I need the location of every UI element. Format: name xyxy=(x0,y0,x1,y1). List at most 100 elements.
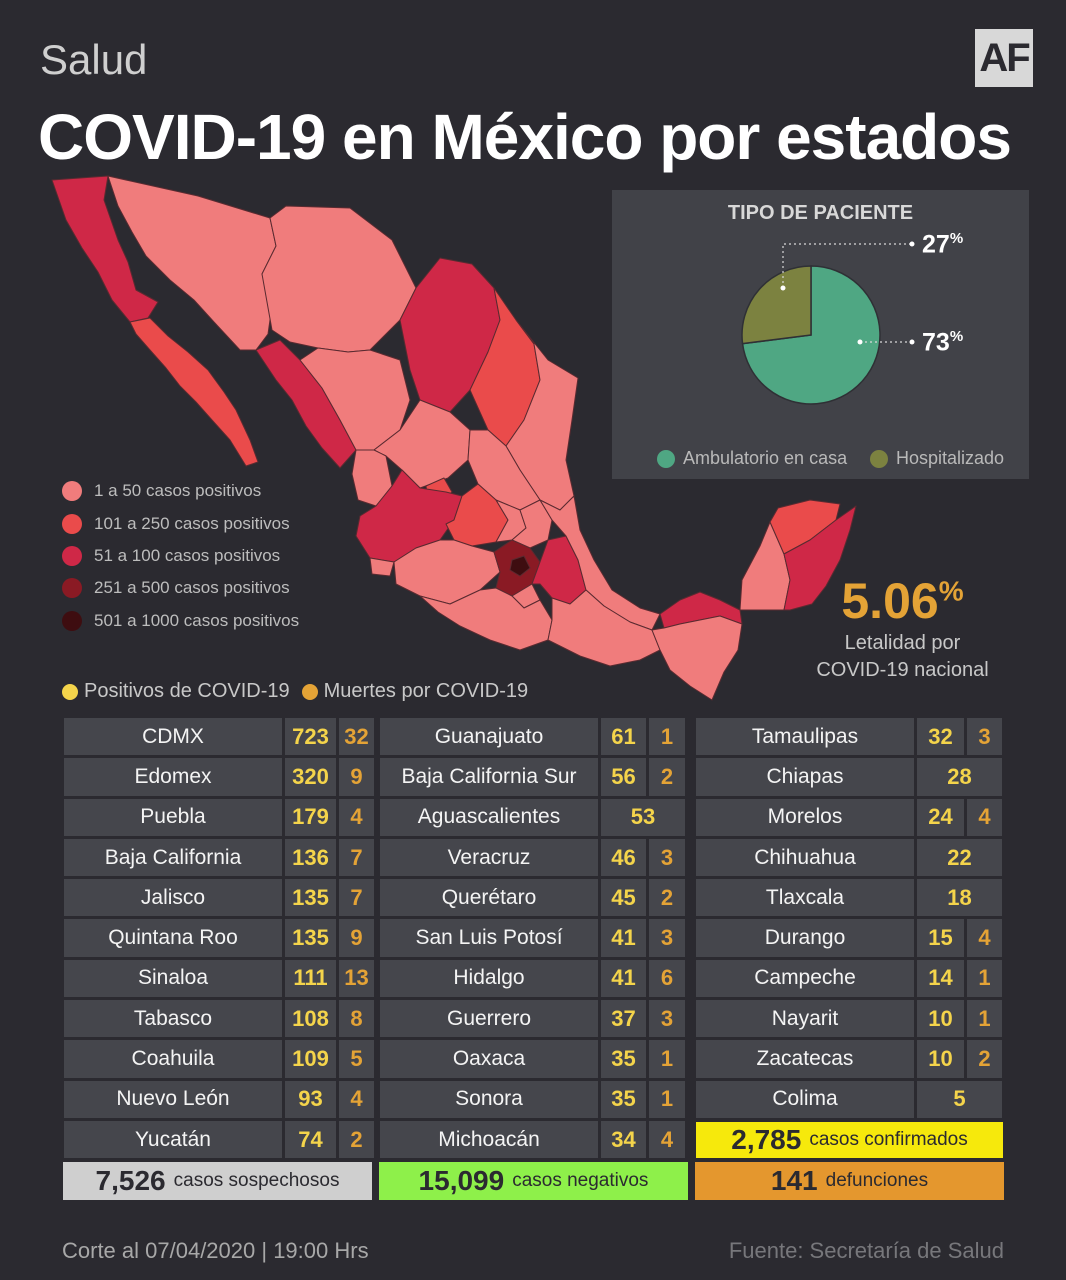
positive-count: 10 xyxy=(917,1040,964,1078)
positive-count: 24 xyxy=(917,798,964,836)
table-column-2: Guanajuato 61 1 Baja California Sur 56 2 Aguas… xyxy=(380,718,688,1161)
total-confirmed-label: casos confirmados xyxy=(809,1129,968,1150)
pie-title: TIPO DE PACIENTE xyxy=(727,202,914,224)
table-row: Jalisco 135 7 xyxy=(64,879,377,919)
legend-dot-deaths xyxy=(301,683,318,700)
table-row: Tlaxcala 18 xyxy=(696,879,1005,919)
positive-count: 45 xyxy=(601,879,646,917)
positive-count: 10 xyxy=(917,1000,964,1038)
table-row: Hidalgo 41 6 xyxy=(380,959,688,1000)
pie-pct-ambulatorio: 73% xyxy=(922,328,964,357)
positive-count: 15 xyxy=(917,919,964,957)
table-row: Tabasco 108 8 xyxy=(64,1000,377,1040)
positive-count: 109 xyxy=(285,1040,336,1078)
table-row: Yucatán 74 2 xyxy=(64,1120,377,1161)
total-deaths: 141 defunciones xyxy=(695,1162,1004,1200)
state-name: Zacatecas xyxy=(696,1040,914,1078)
state-name: Sinaloa xyxy=(64,959,282,998)
state-name: CDMX xyxy=(64,718,282,756)
state-jalisco xyxy=(355,469,463,563)
lethality-label-1: Letalidad por xyxy=(844,632,961,654)
state-name: Guerrero xyxy=(380,1000,598,1038)
state-name: Tabasco xyxy=(64,1000,282,1038)
section-label: Salud xyxy=(40,36,148,83)
table-row: Durango 15 4 xyxy=(696,919,1005,959)
table-row: Baja California 136 7 xyxy=(64,838,377,879)
death-count: 4 xyxy=(649,1120,685,1159)
table-row: Querétaro 45 2 xyxy=(380,879,688,919)
lethality-block: 5.06% Letalidad por COVID-19 nacional xyxy=(800,572,1005,684)
state-baja-california-sur xyxy=(129,317,259,467)
bar-legend: Positivos de COVID-19 Muertes por COVID-… xyxy=(62,680,528,703)
state-name: Coahuila xyxy=(64,1040,282,1078)
total-confirmed-num: 2,785 xyxy=(731,1124,802,1155)
positive-count: 111 xyxy=(285,959,336,998)
table-row: Colima 5 xyxy=(696,1080,1005,1121)
death-count: 9 xyxy=(339,758,374,796)
state-name: Hidalgo xyxy=(380,959,598,998)
state-durango xyxy=(299,347,411,451)
death-count: 7 xyxy=(339,838,374,877)
table-row: Zacatecas 10 2 xyxy=(696,1040,1005,1080)
positive-count: 46 xyxy=(601,838,646,877)
total-negative-num: 15,099 xyxy=(418,1165,505,1196)
positive-count: 18 xyxy=(917,879,1002,917)
positive-count: 136 xyxy=(285,838,336,877)
state-chihuahua xyxy=(261,205,417,353)
table-row: Guanajuato 61 1 xyxy=(380,718,688,758)
state-name: San Luis Potosí xyxy=(380,919,598,957)
map-legend-label: 501 a 1000 casos positivos xyxy=(94,610,300,630)
map-legend-item: 51 a 100 casos positivos xyxy=(62,540,299,572)
legend-dot xyxy=(62,545,82,566)
pie-leader-hospitalizado xyxy=(782,243,912,288)
death-count: 3 xyxy=(649,838,685,877)
pie-slice-hospitalizado xyxy=(741,265,812,345)
pie-chart xyxy=(741,241,915,405)
map-legend-label: 251 a 500 casos positivos xyxy=(94,578,290,598)
death-count: 6 xyxy=(649,959,685,998)
death-count: 7 xyxy=(339,879,374,917)
table-row: Edomex 320 9 xyxy=(64,758,377,798)
total-negative-label: casos negativos xyxy=(512,1170,649,1191)
positive-count: 35 xyxy=(601,1080,646,1118)
total-deaths-num: 141 xyxy=(770,1165,818,1196)
table-column-1: CDMX 723 32 Edomex 320 9 Puebla 179 4 Baja Califo… xyxy=(64,718,377,1161)
pie-dot-ambulatorio xyxy=(857,339,863,345)
map-legend: 1 a 50 casos positivos 101 a 250 casos po… xyxy=(62,475,299,637)
pie-legend-label: Hospitalizado xyxy=(896,448,1005,468)
legend-dot xyxy=(62,481,82,502)
positive-count: 108 xyxy=(285,1000,336,1038)
death-count: 3 xyxy=(649,1000,685,1038)
positive-count: 135 xyxy=(285,919,336,957)
positive-count: 35 xyxy=(601,1040,646,1078)
death-count: 5 xyxy=(339,1040,374,1078)
death-count: 1 xyxy=(967,959,1002,998)
map-legend-item: 101 a 250 casos positivos xyxy=(62,507,299,539)
positive-count: 93 xyxy=(285,1080,336,1118)
positive-count: 22 xyxy=(917,838,1002,877)
death-count: 9 xyxy=(339,919,374,957)
death-count: 32 xyxy=(339,718,374,756)
table-row: Chiapas 28 xyxy=(696,758,1005,798)
pie-legend-hospitalizado: Hospitalizado xyxy=(870,448,1004,469)
state-name: Durango xyxy=(696,919,914,957)
positive-count: 723 xyxy=(285,718,336,756)
table-row: Morelos 24 4 xyxy=(696,798,1005,839)
death-count: 4 xyxy=(967,798,1002,836)
map-legend-item: 1 a 50 casos positivos xyxy=(62,475,299,507)
total-confirmed: 2,785 casos confirmados xyxy=(696,1122,1003,1158)
map-legend-label: 101 a 250 casos positivos xyxy=(94,513,290,533)
legend-positive-label: Positivos de COVID-19 xyxy=(84,680,290,702)
table-column-3: Tamaulipas 32 3 Chiapas 28 Morelos 24 4 Chihuahu… xyxy=(696,718,1005,1121)
table-row: Veracruz 46 3 xyxy=(380,838,688,879)
legend-dot xyxy=(62,513,82,534)
state-name: Tlaxcala xyxy=(696,879,914,917)
state-name: Guanajuato xyxy=(380,718,598,756)
death-count: 2 xyxy=(649,758,685,796)
death-count: 3 xyxy=(649,919,685,957)
state-name: Sonora xyxy=(380,1080,598,1118)
positive-count: 320 xyxy=(285,758,336,796)
state-name: Aguascalientes xyxy=(380,798,598,836)
footer-source: Fuente: Secretaría de Salud xyxy=(728,1238,1004,1263)
table-row: Nayarit 10 1 xyxy=(696,1000,1005,1040)
